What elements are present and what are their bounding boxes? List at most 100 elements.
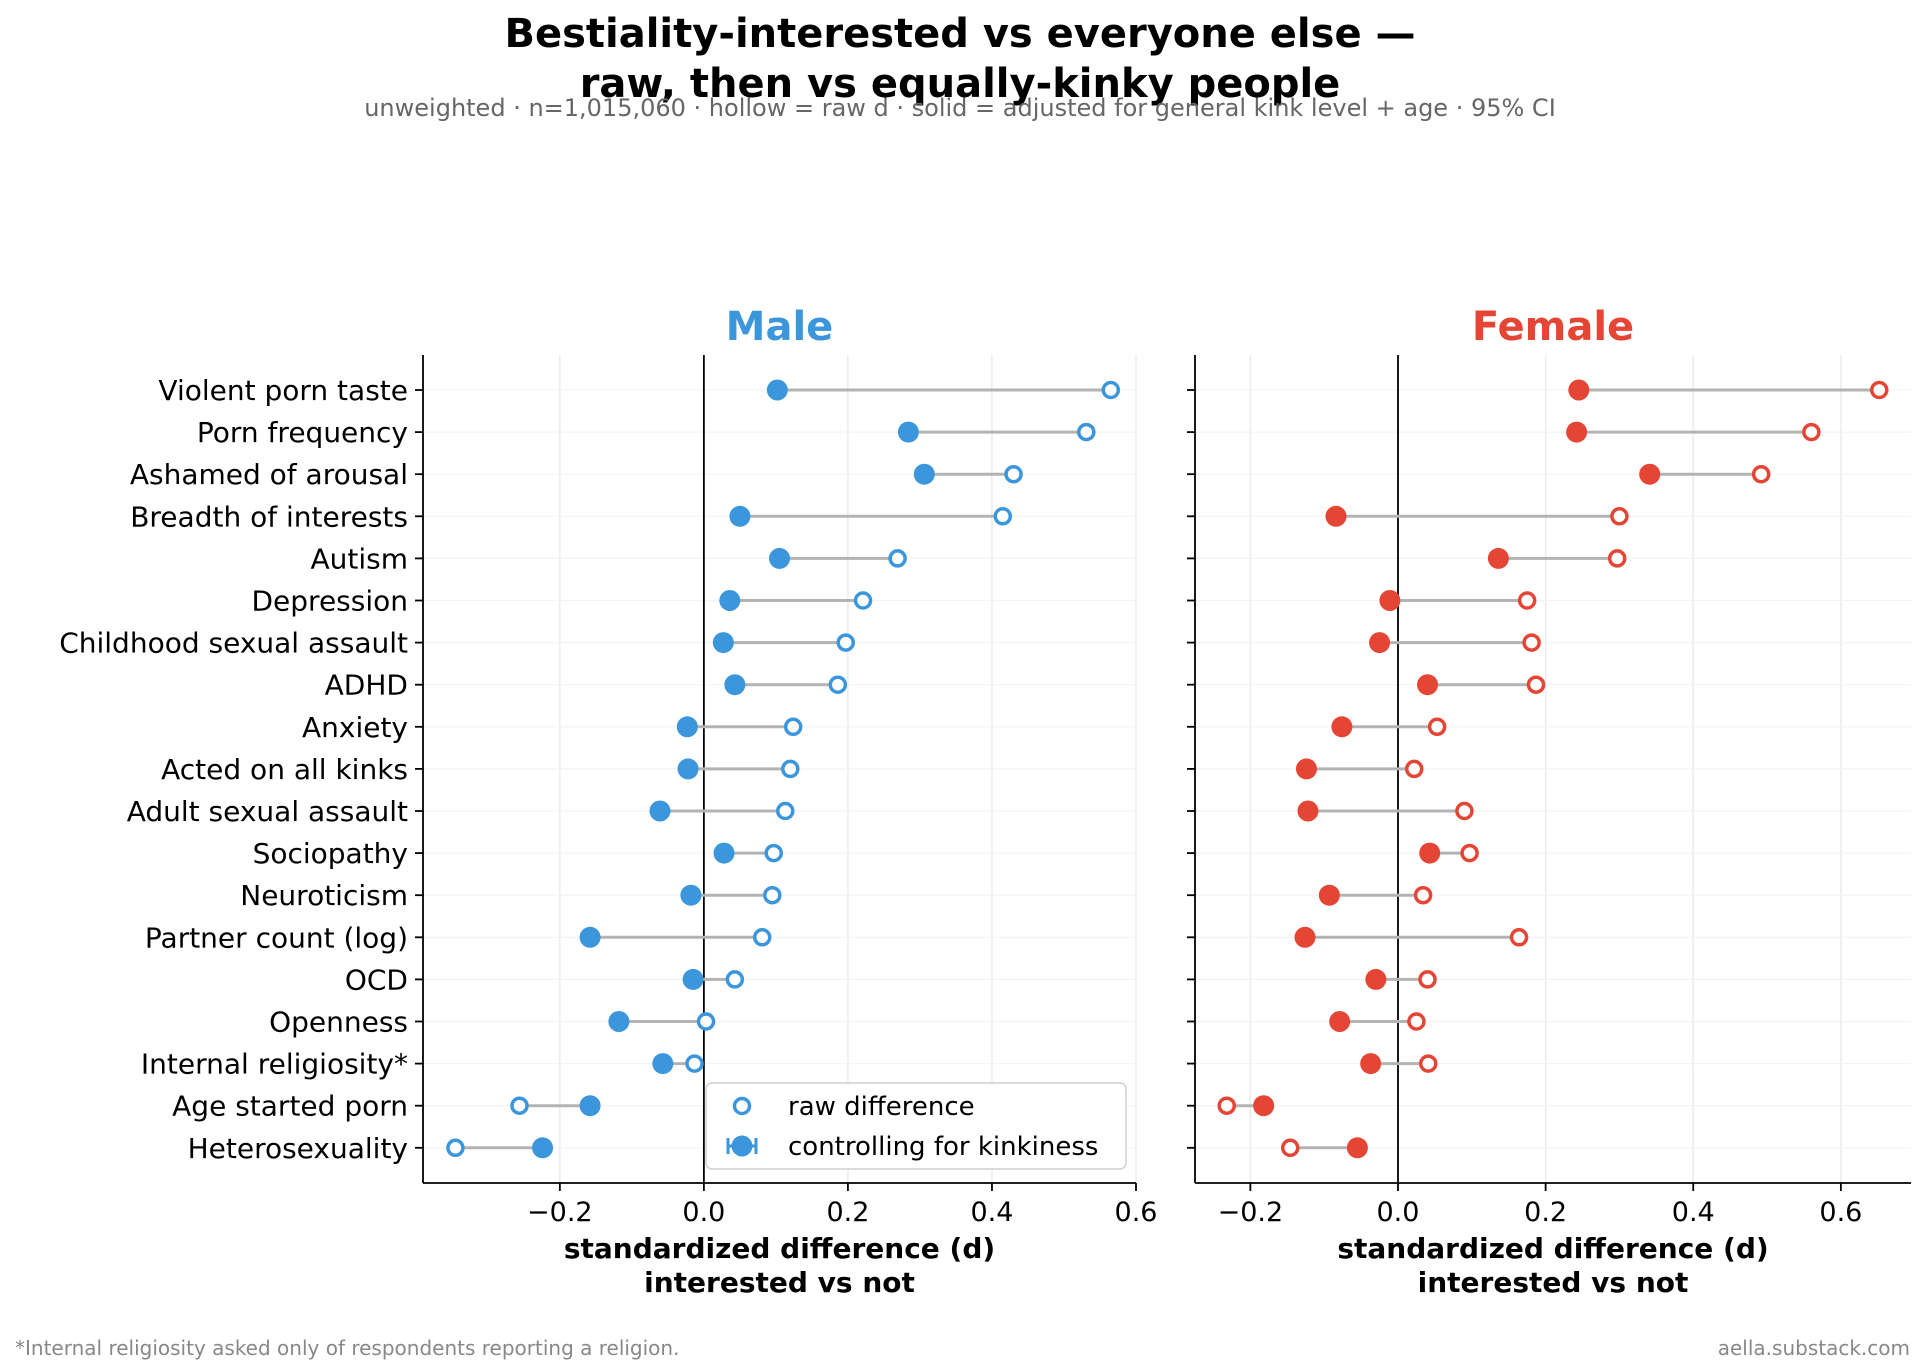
adjusted-point-male-18 <box>532 1137 554 1159</box>
raw-point-male-12 <box>763 885 782 905</box>
adjusted-point-male-9 <box>677 758 699 780</box>
raw-point-male-1 <box>1077 422 1096 442</box>
chart-title-line1: Bestiality-interested vs everyone else — <box>504 11 1415 57</box>
adjusted-point-male-8 <box>676 716 698 738</box>
adjusted-point-female-3 <box>1325 505 1347 527</box>
raw-point-female-3 <box>1610 507 1629 526</box>
category-label-10: Adult sexual assault <box>127 795 408 828</box>
adjusted-point-female-16 <box>1360 1053 1382 1075</box>
adjusted-point-female-1 <box>1566 421 1588 443</box>
adjusted-point-female-7 <box>1417 674 1439 696</box>
raw-point-male-16 <box>685 1054 704 1073</box>
adjusted-point-male-2 <box>913 463 935 485</box>
raw-point-female-5 <box>1517 591 1537 610</box>
x-tick-label-female-3: 0.4 <box>1672 1197 1715 1228</box>
raw-point-female-11 <box>1460 843 1479 863</box>
raw-point-female-6 <box>1522 633 1541 652</box>
x-tick-label-female-4: 0.6 <box>1819 1197 1862 1228</box>
raw-point-male-2 <box>1004 464 1023 484</box>
x-axis-label-line1-female: standardized difference (d) <box>1337 1232 1768 1265</box>
category-label-0: Violent porn taste <box>158 374 408 407</box>
adjusted-point-female-15 <box>1329 1011 1351 1032</box>
raw-point-female-8 <box>1427 717 1447 737</box>
plot-layer: Male −0.2 0.0 0.2 0.4 0.6 Violent porn taste Po… <box>59 304 1911 1299</box>
adjusted-point-male-15 <box>608 1011 630 1032</box>
raw-point-female-17 <box>1217 1096 1236 1115</box>
adjusted-point-female-17 <box>1253 1095 1275 1117</box>
x-axis-label-line2-female: interested vs not <box>1418 1266 1689 1299</box>
x-tick-label-male-3: 0.4 <box>970 1197 1013 1228</box>
adjusted-point-female-18 <box>1346 1137 1368 1159</box>
x-axis-label-line2-male: interested vs not <box>644 1266 915 1299</box>
legend-adjusted-marker <box>731 1135 753 1157</box>
adjusted-point-male-14 <box>682 968 704 990</box>
adjusted-point-female-14 <box>1365 968 1387 990</box>
category-label-14: OCD <box>345 963 408 996</box>
chart-title-line2: raw, then vs equally-kinky people <box>580 61 1341 107</box>
category-label-6: Childhood sexual assault <box>59 627 408 660</box>
raw-point-male-11 <box>764 843 783 863</box>
panel-title-female: Female <box>1472 304 1634 350</box>
raw-point-male-7 <box>828 675 848 694</box>
adjusted-point-male-5 <box>719 590 741 611</box>
adjusted-point-male-10 <box>649 800 671 822</box>
raw-point-female-16 <box>1419 1054 1438 1073</box>
adjusted-point-female-8 <box>1331 716 1353 738</box>
category-label-1: Porn frequency <box>197 416 408 449</box>
footnote: *Internal religiosity asked only of resp… <box>15 1336 679 1360</box>
category-label-15: Openness <box>269 1006 408 1039</box>
raw-point-male-18 <box>446 1138 465 1158</box>
raw-point-male-4 <box>888 549 907 568</box>
raw-point-female-13 <box>1509 928 1529 947</box>
raw-point-male-13 <box>752 928 772 947</box>
adjusted-point-male-16 <box>652 1053 674 1075</box>
panel-title-male: Male <box>726 304 834 350</box>
category-label-16: Internal religiosity* <box>141 1048 408 1081</box>
adjusted-point-female-12 <box>1318 884 1340 906</box>
category-label-7: ADHD <box>325 669 408 702</box>
raw-point-male-9 <box>781 759 800 779</box>
adjusted-point-male-7 <box>724 674 746 696</box>
adjusted-point-female-11 <box>1419 842 1441 864</box>
category-label-18: Heterosexuality <box>188 1132 408 1165</box>
category-label-17: Age started porn <box>172 1090 408 1123</box>
adjusted-point-female-9 <box>1295 758 1317 780</box>
adjusted-point-female-13 <box>1294 926 1316 948</box>
adjusted-point-male-11 <box>713 842 735 864</box>
category-label-13: Partner count (log) <box>145 921 408 954</box>
category-label-4: Autism <box>310 542 408 575</box>
raw-point-male-3 <box>993 507 1013 526</box>
raw-point-male-8 <box>783 717 803 737</box>
adjusted-point-male-13 <box>579 926 601 948</box>
adjusted-point-male-6 <box>712 632 734 654</box>
x-tick-label-female-2: 0.2 <box>1524 1197 1567 1228</box>
category-label-12: Neuroticism <box>240 879 408 912</box>
adjusted-point-male-0 <box>766 379 788 401</box>
raw-point-male-10 <box>776 801 795 821</box>
adjusted-point-female-10 <box>1297 800 1319 822</box>
raw-point-female-10 <box>1455 801 1474 821</box>
raw-point-male-15 <box>696 1012 716 1031</box>
adjusted-point-female-2 <box>1639 463 1661 485</box>
x-tick-label-female-1: 0.0 <box>1377 1197 1420 1228</box>
raw-point-female-0 <box>1870 380 1889 400</box>
category-label-2: Ashamed of arousal <box>130 458 408 491</box>
raw-point-female-15 <box>1407 1012 1426 1031</box>
adjusted-point-male-3 <box>729 505 751 527</box>
x-axis-label-line1-male: standardized difference (d) <box>564 1232 995 1265</box>
raw-point-female-18 <box>1280 1138 1300 1158</box>
raw-point-male-5 <box>853 591 873 610</box>
raw-point-female-4 <box>1607 549 1627 568</box>
raw-point-male-6 <box>836 633 856 652</box>
credit: aella.substack.com <box>1718 1336 1910 1360</box>
adjusted-point-female-6 <box>1369 632 1391 654</box>
adjusted-point-female-0 <box>1568 379 1590 401</box>
category-label-3: Breadth of interests <box>130 500 408 533</box>
raw-point-female-14 <box>1418 970 1437 989</box>
raw-point-male-14 <box>725 970 745 989</box>
legend-adjusted-label: controlling for kinkiness <box>788 1132 1098 1162</box>
legend-box <box>705 1082 1127 1170</box>
x-tick-label-male-1: 0.0 <box>682 1197 725 1228</box>
